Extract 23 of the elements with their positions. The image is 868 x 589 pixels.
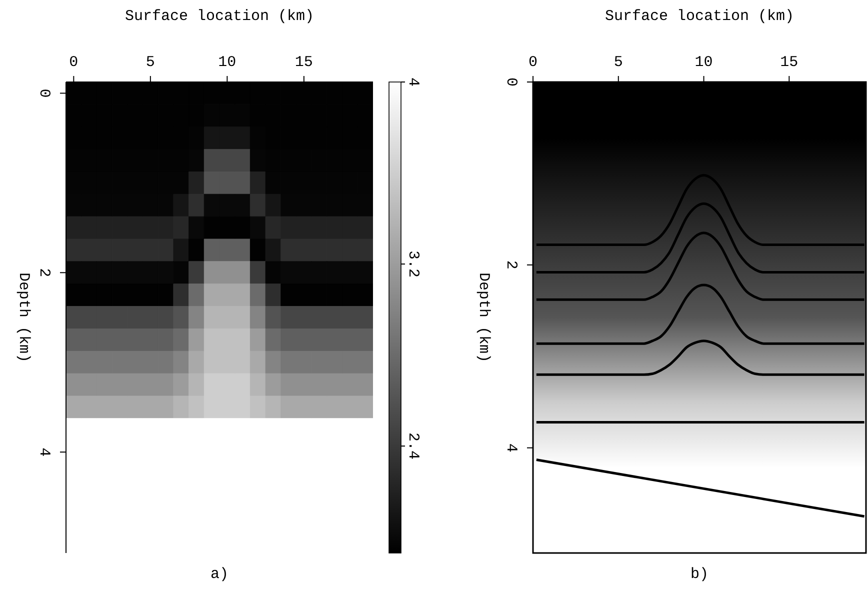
color-bar-label: 3.2	[404, 250, 422, 278]
y-axis-title: Depth (km)	[475, 272, 492, 363]
y-tick-label: 2	[502, 260, 520, 270]
y-tick-label: 0	[36, 88, 52, 98]
y-tick-label: 4	[36, 448, 52, 457]
x-axis-title: Surface location (km)	[124, 8, 314, 25]
x-tick-label: 0	[69, 54, 78, 71]
y-tick-label: 0	[502, 77, 520, 87]
x-tick-label: 5	[146, 54, 155, 71]
x-tick-label: 0	[528, 54, 538, 71]
x-tick-label: 10	[694, 54, 713, 71]
color-bar-label: 2.4	[404, 432, 422, 460]
y-tick-label: 4	[502, 443, 520, 452]
color-bar-label: 4	[404, 77, 422, 87]
y-tick-label: 2	[36, 268, 52, 278]
y-axis-title: Depth (km)	[15, 272, 32, 363]
x-tick-label: 15	[780, 54, 798, 71]
x-tick-label: 10	[218, 54, 236, 71]
x-axis-title: Surface location (km)	[604, 8, 794, 25]
x-tick-label: 15	[294, 54, 313, 71]
text: a)	[209, 566, 230, 583]
text: b)	[689, 566, 710, 583]
x-tick-label: 5	[614, 54, 623, 71]
